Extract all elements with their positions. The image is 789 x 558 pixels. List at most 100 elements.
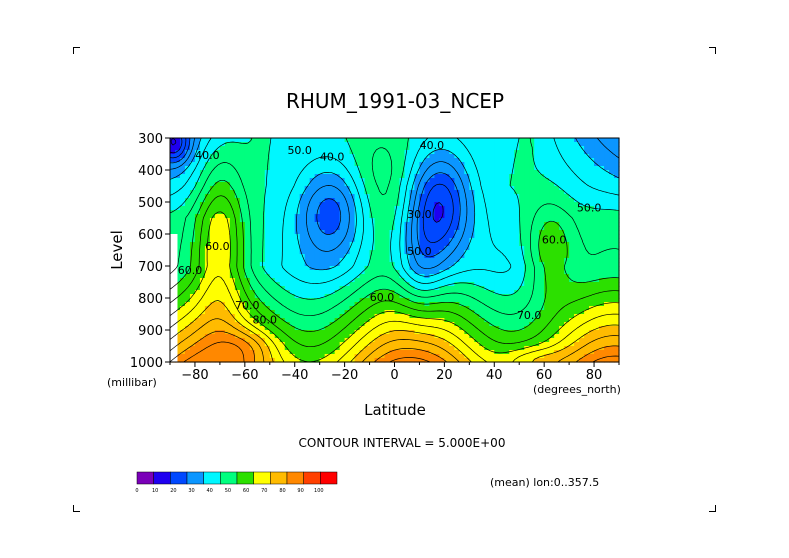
field-cell xyxy=(524,238,530,243)
field-cell xyxy=(374,186,381,191)
field-cell xyxy=(409,150,416,155)
field-cell xyxy=(524,222,530,227)
field-cell xyxy=(374,154,381,159)
field-cell xyxy=(519,342,525,347)
field-cell xyxy=(234,282,241,287)
field-cell xyxy=(489,310,495,315)
field-cell xyxy=(204,250,211,255)
field-cell xyxy=(214,322,221,327)
field-cell xyxy=(309,338,316,343)
field-cell xyxy=(569,142,575,147)
field-cell xyxy=(354,258,361,263)
field-cell xyxy=(389,138,396,143)
field-cell xyxy=(359,278,366,283)
field-cell xyxy=(614,298,620,303)
field-cell xyxy=(504,226,510,231)
field-cell xyxy=(194,214,201,219)
field-cell xyxy=(259,314,266,319)
field-cell xyxy=(219,278,226,283)
field-cell xyxy=(464,278,470,283)
field-cell xyxy=(170,210,176,215)
field-cell xyxy=(419,150,426,155)
field-cell xyxy=(459,242,465,247)
field-cell xyxy=(529,298,535,303)
field-cell xyxy=(174,250,181,255)
field-cell xyxy=(369,334,376,339)
field-cell xyxy=(404,138,411,143)
field-cell xyxy=(189,226,196,231)
field-cell xyxy=(219,218,226,223)
field-cell xyxy=(389,314,396,319)
field-cell xyxy=(334,194,341,199)
field-cell xyxy=(469,250,475,255)
field-cell xyxy=(219,154,226,159)
field-cell xyxy=(379,346,386,351)
field-cell xyxy=(604,206,610,211)
field-cell xyxy=(214,206,221,211)
field-cell xyxy=(394,338,401,343)
field-cell xyxy=(214,258,221,263)
field-cell xyxy=(379,230,386,235)
field-cell xyxy=(589,302,595,307)
field-cell xyxy=(554,354,560,359)
field-cell xyxy=(389,290,396,295)
field-cell xyxy=(349,246,356,251)
field-cell xyxy=(479,282,485,287)
field-cell xyxy=(599,342,605,347)
field-cell xyxy=(214,350,221,355)
field-cell xyxy=(539,298,545,303)
field-cell xyxy=(594,290,600,295)
field-cell xyxy=(339,242,346,247)
field-cell xyxy=(494,314,500,319)
field-cell xyxy=(609,250,615,255)
field-cell xyxy=(319,318,326,323)
field-cell xyxy=(564,270,570,275)
field-cell xyxy=(539,330,545,335)
field-cell xyxy=(324,270,331,275)
field-cell xyxy=(329,358,336,363)
field-cell xyxy=(499,182,505,187)
field-cell xyxy=(199,222,206,227)
field-cell xyxy=(349,146,356,151)
field-cell xyxy=(614,242,620,247)
field-cell xyxy=(264,342,271,347)
field-cell xyxy=(389,162,396,167)
field-cell xyxy=(249,258,256,263)
field-cell xyxy=(444,258,450,263)
field-cell xyxy=(539,154,545,159)
field-cell xyxy=(269,242,276,247)
field-cell xyxy=(384,250,391,255)
field-cell xyxy=(479,214,485,219)
field-cell xyxy=(304,158,311,163)
field-cell xyxy=(544,334,550,339)
field-cell xyxy=(209,242,216,247)
field-cell xyxy=(494,330,500,335)
field-cell xyxy=(524,274,530,279)
field-cell xyxy=(274,294,281,299)
field-cell xyxy=(464,290,470,295)
field-cell xyxy=(419,238,426,243)
field-cell xyxy=(529,274,535,279)
field-cell xyxy=(534,254,540,259)
field-cell xyxy=(379,258,386,263)
field-cell xyxy=(324,162,331,167)
field-cell xyxy=(334,254,341,259)
field-cell xyxy=(474,154,480,159)
field-cell xyxy=(449,290,455,295)
field-cell xyxy=(319,262,326,267)
field-cell xyxy=(319,306,326,311)
field-cell xyxy=(534,198,540,203)
field-cell xyxy=(484,226,490,231)
field-cell xyxy=(524,182,530,187)
field-cell xyxy=(359,162,366,167)
field-cell xyxy=(304,346,311,351)
field-cell xyxy=(284,314,291,319)
field-cell xyxy=(170,222,176,227)
field-cell xyxy=(219,138,226,143)
field-cell xyxy=(334,170,341,175)
field-cell xyxy=(544,166,550,171)
field-cell xyxy=(324,330,331,335)
field-cell xyxy=(569,222,575,227)
field-cell xyxy=(494,338,500,343)
field-cell xyxy=(459,206,465,211)
